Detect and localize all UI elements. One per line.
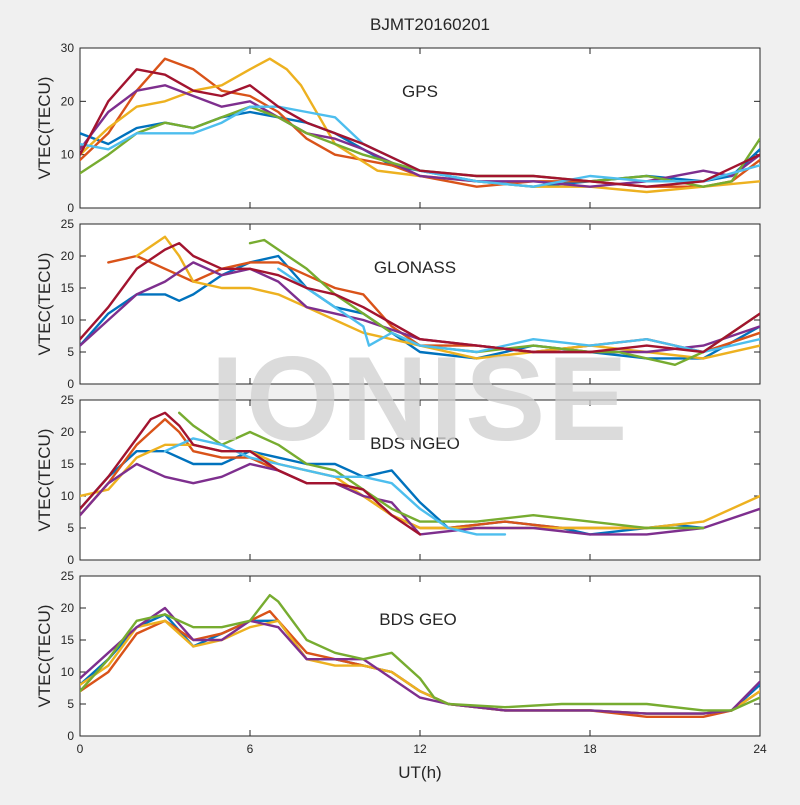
y-tick-label: 10	[61, 665, 75, 679]
x-tick-label: 0	[77, 742, 84, 756]
y-tick-label: 20	[61, 249, 75, 263]
chart-title: BJMT20160201	[370, 15, 490, 34]
x-tick-label: 18	[583, 742, 597, 756]
panel-0: 0 10 20 30 VTEC(TECU) GPS	[35, 41, 761, 215]
series-line-1-6	[80, 242, 760, 354]
y-tick-label: 10	[61, 313, 75, 327]
y-tick-label: 0	[67, 377, 74, 391]
panel-1: 0 5 10 15 20 25 VTEC(TECU) GLONASS	[35, 217, 761, 391]
panel-label-0: GPS	[402, 82, 438, 101]
series-line-0-4	[80, 105, 760, 188]
series-line-3-1	[80, 610, 760, 718]
y-tick-label: 30	[61, 41, 75, 55]
series-line-2-5	[163, 437, 507, 536]
y-axis-label-3: VTEC(TECU)	[35, 605, 54, 708]
y-tick-label: 25	[61, 217, 75, 231]
series-group-3	[80, 594, 760, 718]
y-tick-label: 15	[61, 457, 75, 471]
series-line-3-4	[80, 594, 760, 712]
y-axis-label-0: VTEC(TECU)	[35, 77, 54, 180]
x-tick-label: 6	[247, 742, 254, 756]
y-tick-label: 15	[61, 633, 75, 647]
y-tick-label: 5	[67, 521, 74, 535]
x-tick-label: 24	[753, 742, 767, 756]
watermark: IONISE	[211, 332, 630, 466]
y-tick-label: 20	[61, 94, 75, 108]
series-line-0-5	[80, 105, 760, 188]
y-tick-label: 15	[61, 281, 75, 295]
series-line-1-2	[135, 235, 760, 360]
series-group-2	[80, 411, 760, 536]
y-tick-label: 5	[67, 345, 74, 359]
series-line-1-5	[277, 267, 760, 354]
y-tick-label: 20	[61, 425, 75, 439]
y-tick-label: 0	[67, 553, 74, 567]
axes-frame-0	[79, 47, 761, 209]
x-tick-label: 12	[413, 742, 427, 756]
series-line-2-6	[80, 411, 422, 536]
panel-label-2: BDS NGEO	[370, 434, 460, 453]
panel-label-1: GLONASS	[374, 258, 456, 277]
y-tick-label: 20	[61, 601, 75, 615]
x-axis-label: UT(h)	[398, 763, 441, 782]
y-tick-label: 0	[67, 729, 74, 743]
y-tick-label: 5	[67, 697, 74, 711]
y-tick-label: 25	[61, 569, 75, 583]
series-group-1	[80, 235, 760, 366]
y-tick-label: 10	[61, 489, 75, 503]
series-line-0-6	[80, 68, 760, 188]
panel-label-3: BDS GEO	[379, 610, 456, 629]
axes-frame-3	[79, 575, 761, 737]
panel-2: 0 5 10 15 20 25 VTEC(TECU) BDS NGEO	[35, 393, 761, 567]
panels: 0 10 20 30 VTEC(TECU) GPS 0 5 10 15 20 25 VTEC(TECU)…	[35, 41, 767, 756]
panel-3: 0 5 10 15 20 25 0 6 12 18 24 VTEC(TECU) BDS GEO	[35, 569, 767, 756]
y-tick-label: 10	[61, 148, 75, 162]
y-axis-label-2: VTEC(TECU)	[35, 429, 54, 532]
y-tick-label: 0	[67, 201, 74, 215]
y-axis-label-1: VTEC(TECU)	[35, 253, 54, 356]
y-tick-label: 25	[61, 393, 75, 407]
series-group-0	[80, 57, 760, 194]
